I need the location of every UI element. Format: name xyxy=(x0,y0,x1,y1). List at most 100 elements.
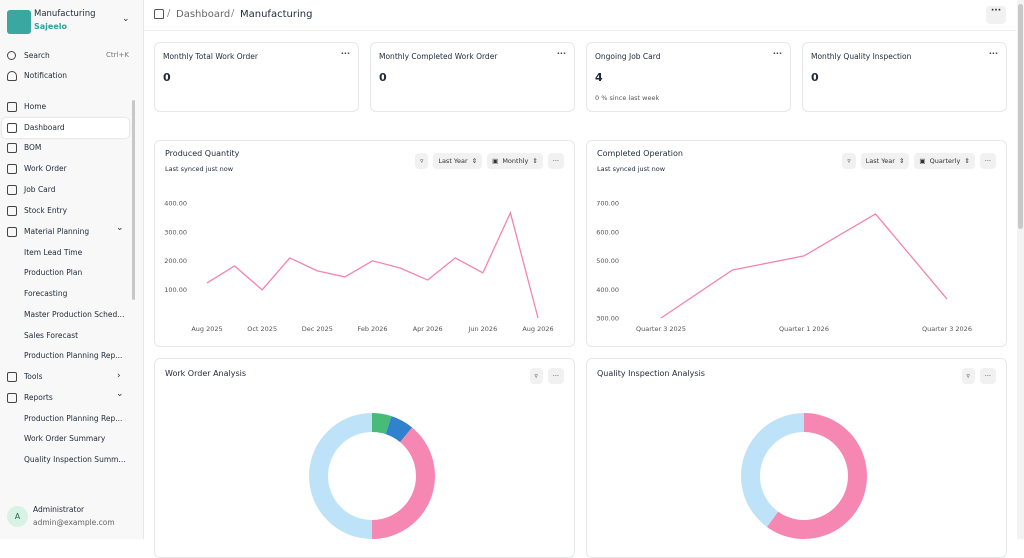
line xyxy=(660,213,948,319)
chart: 100.00 200.00 300.00 400.00 Aug 2025 Oct 2025… xyxy=(164,200,553,334)
header-border xyxy=(144,30,1016,31)
period-select[interactable]: ▣ Quarterly ⇕ xyxy=(914,153,975,169)
nav-icon xyxy=(7,227,17,237)
nav-item[interactable]: Stock Entry xyxy=(24,206,68,215)
nav-icon xyxy=(7,102,17,112)
nav-subitem[interactable]: Production Planning Rep... xyxy=(24,351,123,360)
scrollbar xyxy=(132,100,135,300)
nav-item[interactable]: Work Order xyxy=(24,164,67,173)
nav-subitem[interactable]: Item Lead Time xyxy=(24,248,83,257)
stat-card: Monthly Completed Work Order ··· 0 xyxy=(370,42,575,112)
menu-button[interactable]: ··· xyxy=(986,6,1006,24)
range-label: Last Year xyxy=(438,157,468,165)
chart-title: Work Order Analysis xyxy=(165,369,247,378)
sidebar: Manufacturing Sajeelo ⌄ Search Ctrl+K No… xyxy=(0,0,144,539)
avatar[interactable]: A xyxy=(7,506,28,527)
x-tick-label: Aug 2025 xyxy=(191,325,222,333)
chart-card: Completed Operation Last synced just now… xyxy=(586,140,1007,347)
nav-subitem[interactable]: Master Production Sched... xyxy=(24,310,125,319)
period-select[interactable]: ▣ Monthly ⇕ xyxy=(487,153,543,169)
donut-segment xyxy=(385,416,413,443)
nav-subitem[interactable]: Forecasting xyxy=(24,289,68,298)
shortcut: Ctrl+K xyxy=(106,51,129,59)
breadcrumb: Manufacturing xyxy=(240,9,313,20)
nav-icon xyxy=(7,393,17,403)
stat-card: Ongoing Job Card ··· 4 0 % since last week xyxy=(586,42,791,112)
filter-button[interactable]: ▿ xyxy=(961,368,975,384)
chart-title: Quality Inspection Analysis xyxy=(597,369,705,378)
nav-subitem[interactable]: Quality Inspection Summ... xyxy=(24,455,126,464)
stat-note: 0 % since last week xyxy=(595,94,660,102)
range-label: Last Year xyxy=(865,157,895,165)
y-tick-label: 600.00 xyxy=(596,228,619,236)
stat-title: Monthly Total Work Order xyxy=(163,52,259,61)
stat-value: 0 xyxy=(811,71,819,84)
stat-value: 0 xyxy=(379,71,387,84)
nav-group[interactable]: Tools xyxy=(24,372,43,381)
x-tick-label: Aug 2026 xyxy=(522,325,553,333)
range-select[interactable]: Last Year ⇕ xyxy=(433,153,483,169)
nav-icon xyxy=(7,372,17,382)
y-tick-label: 400.00 xyxy=(596,286,619,294)
nav-subitem[interactable]: Production Plan xyxy=(24,268,83,277)
app-name: Manufacturing xyxy=(34,9,96,19)
page-scrollbar xyxy=(1017,0,1024,539)
nav-item[interactable]: Job Card xyxy=(24,185,56,194)
x-tick-label: Quarter 3 2025 xyxy=(636,325,686,333)
card-menu[interactable]: ··· xyxy=(988,49,998,58)
y-tick-label: 500.00 xyxy=(596,257,619,265)
x-tick-label: Feb 2026 xyxy=(357,325,387,333)
y-tick-label: 300.00 xyxy=(164,228,187,236)
period-label: Quarterly xyxy=(929,157,961,165)
separator: / xyxy=(231,8,235,19)
chart-subtitle: Last synced just now xyxy=(597,165,666,173)
stat-value: 4 xyxy=(595,71,603,84)
breadcrumb[interactable]: Dashboard xyxy=(176,9,231,20)
chart-card: Produced Quantity Last synced just now ▿… xyxy=(154,140,575,347)
card-menu[interactable]: ··· xyxy=(772,49,782,58)
nav-item[interactable]: Dashboard xyxy=(24,123,65,132)
line xyxy=(206,210,539,319)
chart-menu[interactable]: ··· xyxy=(547,153,564,169)
chevron: ⌄ xyxy=(116,223,124,233)
y-tick-label: 700.00 xyxy=(596,200,619,208)
switch-chevron[interactable]: ⌄ xyxy=(122,14,130,24)
chevron: ⌄ xyxy=(116,389,124,399)
card-menu[interactable]: ··· xyxy=(340,49,350,58)
search[interactable]: Search xyxy=(24,51,50,60)
filter-button[interactable]: ▿ xyxy=(842,153,856,169)
nav-item[interactable]: BOM xyxy=(24,143,42,152)
stat-value: 0 xyxy=(163,71,171,84)
chart-title: Completed Operation xyxy=(597,149,683,158)
stat-title: Monthly Completed Work Order xyxy=(379,52,498,61)
stat-title: Ongoing Job Card xyxy=(595,52,661,61)
x-tick-label: Quarter 1 2026 xyxy=(779,325,829,333)
filter-button[interactable]: ▿ xyxy=(529,368,543,384)
chart-menu[interactable]: ··· xyxy=(547,368,564,384)
notification[interactable]: Notification xyxy=(24,71,68,80)
card-menu[interactable]: ··· xyxy=(556,49,566,58)
org-name: Sajeelo xyxy=(34,22,67,31)
y-tick-label: 100.00 xyxy=(164,286,187,294)
nav-subitem[interactable]: Work Order Summary xyxy=(24,434,106,443)
nav-subitem[interactable]: Production Planning Rep... xyxy=(24,414,123,423)
x-tick-label: Oct 2025 xyxy=(247,325,277,333)
chart-subtitle: Last synced just now xyxy=(165,165,234,173)
nav-item[interactable]: Home xyxy=(24,102,47,111)
y-tick-label: 300.00 xyxy=(596,315,619,323)
x-tick-label: Jun 2026 xyxy=(467,325,497,333)
separator: / xyxy=(167,8,171,19)
nav-group[interactable]: Material Planning xyxy=(24,227,90,236)
filter-button[interactable]: ▿ xyxy=(415,153,429,169)
home-icon[interactable] xyxy=(154,9,164,19)
nav-subitem[interactable]: Sales Forecast xyxy=(24,331,79,340)
nav-icon xyxy=(7,185,17,195)
chart-menu[interactable]: ··· xyxy=(979,368,996,384)
chart-menu[interactable]: ··· xyxy=(979,153,996,169)
range-select[interactable]: Last Year ⇕ xyxy=(860,153,910,169)
donut-segment xyxy=(372,427,436,539)
chart-card: Quality Inspection Analysis ▿ ··· xyxy=(586,358,1007,558)
y-tick-label: 200.00 xyxy=(164,257,187,265)
nav-group[interactable]: Reports xyxy=(24,393,53,402)
